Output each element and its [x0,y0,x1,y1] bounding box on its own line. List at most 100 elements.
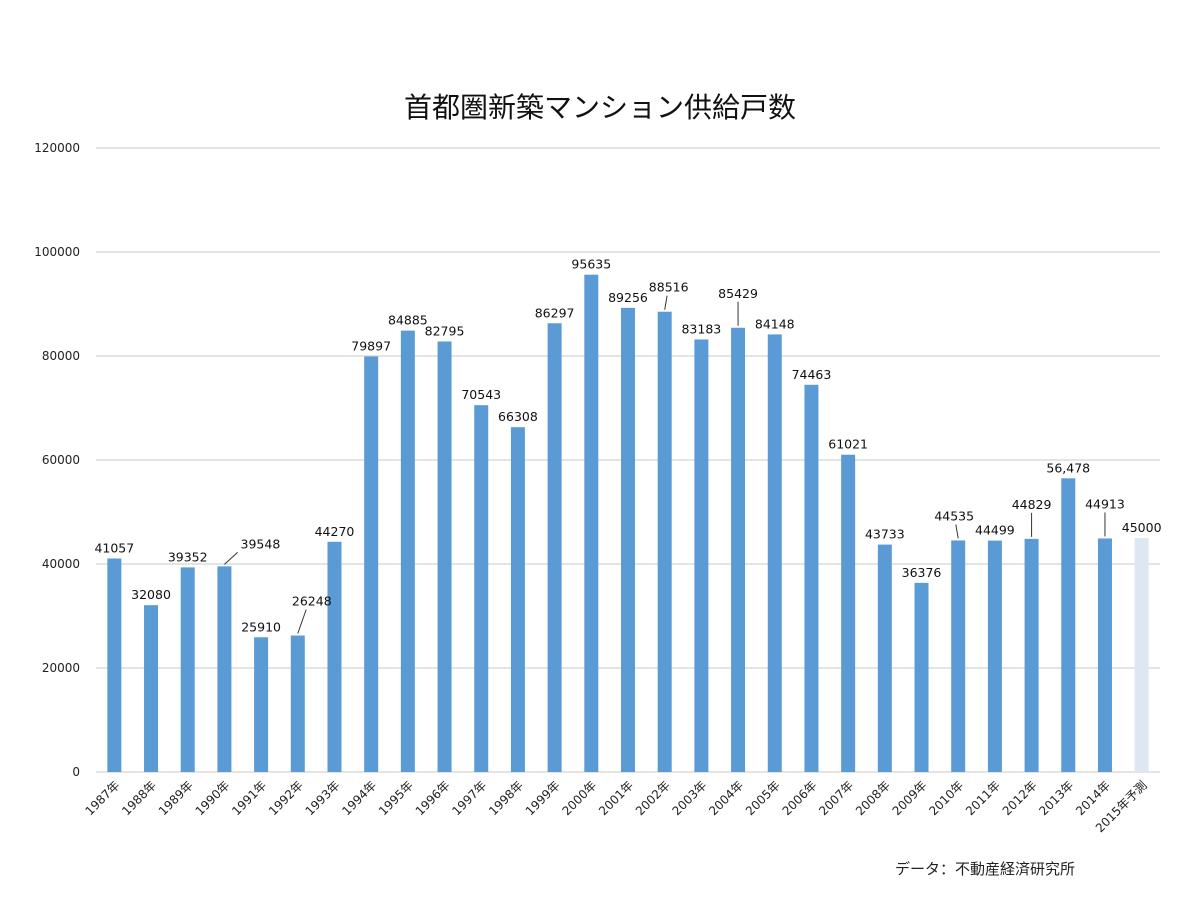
bar [547,323,562,772]
data-label: 85429 [718,286,758,301]
bar [1097,538,1112,772]
data-label: 43733 [865,527,905,542]
bars [107,274,1149,772]
x-tick-label: 2008年 [853,778,893,818]
x-tick-label: 1991年 [229,778,269,818]
data-label: 84885 [388,313,428,328]
bar [584,274,599,772]
x-tick-label: 1992年 [266,778,306,818]
bar [107,558,122,772]
bar [987,540,1002,772]
x-tick-label: 1998年 [486,778,526,818]
leader-line [224,551,238,565]
data-label: 45000 [1122,520,1162,535]
bar [1024,538,1039,772]
bar [914,582,929,772]
x-tick-label: 2001年 [596,778,636,818]
data-label: 89256 [608,290,648,305]
x-tick-label: 1993年 [303,778,343,818]
data-label: 82795 [425,323,465,338]
data-label: 86297 [535,305,575,320]
bar [144,605,159,772]
y-tick-label: 40000 [42,557,80,571]
data-label: 84148 [755,316,795,331]
y-tick-label: 100000 [34,245,80,259]
x-tick-label: 2003年 [670,778,710,818]
bar [1061,478,1076,772]
data-label: 44499 [975,523,1015,538]
bar [510,427,525,772]
x-tick-label: 1990年 [193,778,233,818]
x-tick-label: 2002年 [633,778,673,818]
data-label: 32080 [131,587,171,602]
x-axis-labels: 1987年1988年1989年1990年1991年1992年1993年1994年… [82,778,1149,835]
leader-line [664,295,668,310]
data-label: 61021 [828,437,868,452]
x-tick-label: 1987年 [82,778,122,818]
bar [841,454,856,772]
bar [290,635,305,772]
bar [657,311,672,772]
data-label: 39548 [241,536,281,551]
bar [731,327,746,772]
x-tick-label: 2004年 [706,778,746,818]
x-tick-label: 2010年 [926,778,966,818]
bar [364,356,379,772]
bar [327,541,342,772]
source-note: データ：不動産経済研究所 [895,860,1076,878]
bar [1134,538,1149,772]
x-tick-label: 1994年 [339,778,379,818]
chart-title: 首都圏新築マンション供給戸数 [403,91,796,124]
label-leader-lines [224,295,1106,634]
data-labels: 41057 32080 39352 39548 25910 26248 44270 79897… [94,257,1161,635]
data-label: 41057 [94,541,134,556]
x-tick-label: 1997年 [449,778,489,818]
data-label: 79897 [351,339,391,354]
data-label: 44535 [934,508,974,523]
data-label: 56,478 [1046,460,1090,475]
bar [254,637,269,772]
x-tick-label: 1995年 [376,778,416,818]
y-tick-label: 60000 [42,453,80,467]
data-label: 26248 [292,594,332,609]
leader-line [297,609,307,634]
x-tick-label: 1996年 [413,778,453,818]
x-tick-label: 2009年 [890,778,930,818]
x-tick-label: 2007年 [816,778,856,818]
bar [804,384,819,772]
data-label: 66308 [498,409,538,424]
y-tick-label: 120000 [34,141,80,155]
bar [767,334,782,772]
data-label: 70543 [461,387,501,402]
data-label: 25910 [241,619,281,634]
x-tick-label: 2005年 [743,778,783,818]
data-label: 39352 [168,549,208,564]
bar [180,567,195,772]
bar [437,341,452,772]
x-tick-label: 2011年 [963,778,1003,818]
x-tick-label: 2013年 [1036,778,1076,818]
data-label: 95635 [571,257,611,272]
bar [951,540,966,772]
bar [217,566,232,772]
data-label: 44913 [1085,496,1125,511]
bar [400,330,415,772]
y-axis-ticks: 0 20000 40000 60000 80000 100000 120000 [34,141,80,779]
x-tick-label: 2012年 [1000,778,1040,818]
data-label: 36376 [902,565,942,580]
data-label: 88516 [649,280,689,295]
bar [474,405,489,772]
y-tick-label: 20000 [42,661,80,675]
data-label: 44829 [1012,497,1052,512]
bar [694,339,709,772]
leader-line [955,524,959,539]
bar [877,544,892,772]
data-label: 83183 [681,321,721,336]
y-tick-label: 0 [72,765,80,779]
x-tick-label: 1999年 [523,778,563,818]
x-tick-label: 2006年 [780,778,820,818]
y-tick-label: 80000 [42,349,80,363]
bar [621,307,635,772]
x-tick-label: 1989年 [156,778,196,818]
